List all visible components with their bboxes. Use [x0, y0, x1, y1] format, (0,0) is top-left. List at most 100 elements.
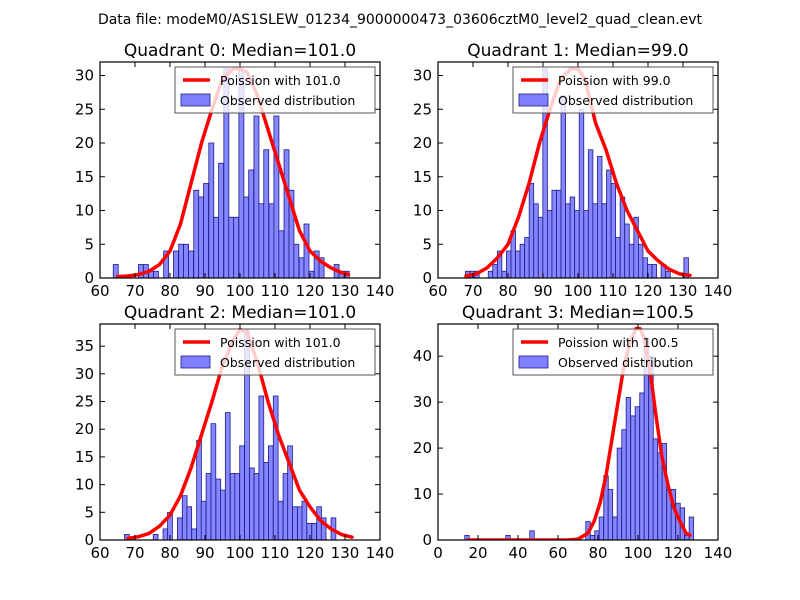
histogram-bar — [203, 183, 209, 278]
y-tick-label: 5 — [84, 235, 94, 253]
histogram-bar — [162, 528, 169, 540]
histogram-bar — [163, 250, 170, 278]
axes-container: 60 70 80 90 100 110 120 130 140051015202530Quadr… — [75, 41, 732, 562]
x-tick-label: 120 — [296, 544, 325, 562]
histogram-bar — [318, 257, 325, 278]
x-tick-label: 80 — [160, 282, 179, 300]
histogram-bar — [228, 216, 235, 278]
histogram-bar — [267, 445, 274, 540]
histogram-bar — [565, 203, 571, 278]
histogram-bar — [178, 243, 185, 278]
x-tick-label: 100 — [226, 544, 255, 562]
x-tick-label: 70 — [125, 282, 144, 300]
legend-label-observed: Observed distribution — [220, 355, 355, 370]
x-tick-label: 140 — [704, 282, 733, 300]
histogram-bar — [551, 189, 557, 278]
y-tick-label: 15 — [75, 168, 94, 186]
histogram-bar — [193, 189, 200, 278]
x-tick-label: 140 — [366, 544, 395, 562]
histogram-bar — [282, 473, 289, 540]
histogram-bar — [224, 412, 231, 540]
histogram-bar — [188, 250, 194, 278]
histogram-bar — [208, 142, 215, 278]
axes-quadrant-2: 60 70 80 90 100 110 120 130 140 0 5 10 15 20 25 30 35 Qua… — [75, 303, 394, 562]
y-tick-label: 5 — [422, 235, 432, 253]
histogram-bar — [196, 439, 202, 540]
histogram-bar — [152, 534, 159, 540]
x-tick-label: 0 — [433, 544, 443, 562]
histogram-bar — [277, 500, 284, 540]
axes-title: Quadrant 1: Median=99.0 — [467, 41, 689, 61]
y-tick-label: 0 — [84, 531, 94, 549]
histogram-bar — [589, 535, 596, 540]
y-tick-label: 10 — [413, 485, 432, 503]
histogram-bar — [464, 535, 470, 540]
histogram-bar — [606, 169, 612, 278]
axes-quadrant-0: 60 70 80 90 100 110 120 130 140 0 5 10 15 20 25 30 Quadr… — [75, 41, 394, 300]
histogram-bar — [200, 500, 207, 540]
histogram-bar — [569, 196, 576, 278]
histogram-bar — [243, 196, 250, 278]
histogram-bar — [505, 535, 511, 540]
histogram-bar — [598, 516, 605, 540]
histogram-bar — [191, 528, 197, 540]
histogram-bar — [639, 392, 645, 540]
histogram-bar — [574, 210, 580, 278]
x-tick-label: 100 — [624, 544, 653, 562]
x-tick-label: 100 — [564, 282, 593, 300]
histogram-bar — [273, 115, 280, 278]
x-tick-label: 60 — [90, 544, 109, 562]
histogram-bar — [501, 270, 507, 278]
histogram-bar — [298, 257, 305, 278]
y-tick-label: 5 — [84, 503, 94, 521]
y-tick-label: 40 — [413, 347, 432, 365]
x-tick-label: 90 — [195, 282, 214, 300]
histogram-bar — [301, 500, 308, 540]
histogram-bar — [112, 264, 119, 278]
histogram-bar — [287, 445, 293, 540]
histogram-bar — [628, 243, 635, 278]
histogram-bar — [297, 506, 303, 540]
legend-label-observed: Observed distribution — [558, 93, 693, 108]
histogram-bar — [630, 415, 636, 540]
axes-quadrant-3: 0 20 40 60 80 100 120 140 0 10 20 30 40 Quadrant 3: M… — [413, 303, 732, 562]
x-tick-label: 110 — [261, 544, 290, 562]
histogram-bar — [253, 115, 260, 278]
histogram-bar — [176, 517, 183, 540]
histogram-bar — [642, 257, 648, 278]
histogram-bar — [637, 243, 644, 278]
x-tick-label: 60 — [90, 282, 109, 300]
histogram-bar — [524, 237, 530, 278]
histogram-bar — [528, 183, 535, 278]
axes-title: Quadrant 0: Median=101.0 — [124, 41, 356, 61]
y-tick-label: 30 — [413, 67, 432, 85]
histogram-bar — [233, 216, 240, 278]
x-tick-label: 60 — [428, 282, 447, 300]
histogram-bar — [292, 506, 298, 540]
y-tick-label: 30 — [413, 393, 432, 411]
y-tick-label: 0 — [422, 531, 432, 549]
histogram-bar — [616, 447, 623, 540]
x-tick-label: 80 — [160, 544, 179, 562]
histogram-bar — [183, 243, 190, 278]
x-tick-label: 110 — [261, 282, 290, 300]
histogram-bar — [288, 189, 295, 278]
legend-bar-swatch — [180, 93, 211, 107]
x-tick-label: 130 — [331, 544, 360, 562]
histogram-bar — [683, 257, 689, 278]
legend-label-poisson: Poission with 100.5 — [558, 335, 679, 350]
histogram-bar — [560, 95, 566, 278]
x-tick-label: 80 — [588, 544, 607, 562]
y-tick-label: 20 — [413, 439, 432, 457]
legend-label-observed: Observed distribution — [220, 93, 355, 108]
histogram-bar — [652, 438, 659, 540]
histogram-bar — [234, 473, 240, 540]
histogram-bar — [665, 270, 671, 278]
axes-quadrant-1: 60 70 80 90 100 110 120 130 140 0 5 10 15 20 25 30 Quadr… — [413, 41, 732, 300]
x-tick-label: 140 — [704, 544, 733, 562]
histogram-bar — [515, 250, 521, 278]
x-tick-label: 130 — [331, 282, 360, 300]
histogram-bar — [293, 243, 300, 278]
histogram-bar — [594, 530, 600, 540]
